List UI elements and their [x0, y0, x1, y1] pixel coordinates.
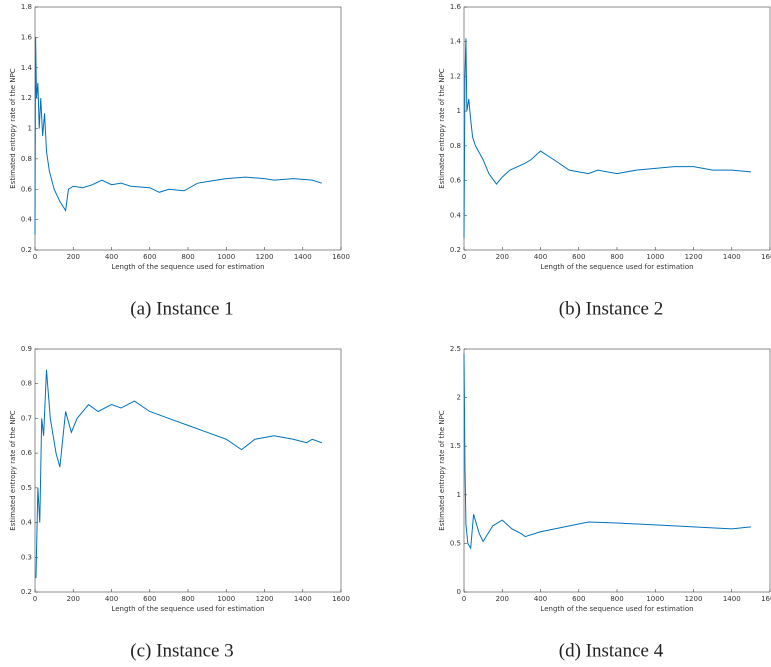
x-tick-label: 600: [572, 253, 585, 261]
x-tick-label: 1600: [761, 595, 771, 603]
x-tick-label: 400: [105, 253, 118, 261]
x-tick-label: 800: [610, 595, 623, 603]
x-tick-label: 0: [462, 595, 466, 603]
x-tick-label: 1200: [256, 253, 274, 261]
data-line: [35, 369, 323, 579]
y-tick-label: 1.4: [21, 64, 33, 72]
axes-box: [463, 348, 771, 593]
x-tick-label: 0: [462, 253, 466, 261]
y-tick-label: 1.5: [450, 442, 461, 450]
y-tick-label: 1.2: [21, 94, 32, 102]
caption: (d) Instance 4: [559, 640, 664, 661]
y-tick-label: 0.8: [450, 142, 461, 150]
y-axis-label: Estimated entropy rate of the NPC: [9, 68, 17, 188]
x-axis-label: Length of the sequence used for estimati…: [540, 263, 693, 271]
x-tick-label: 1600: [332, 253, 350, 261]
x-tick-label: 1000: [646, 595, 664, 603]
y-tick-label: 0.8: [21, 380, 32, 388]
x-tick-label: 200: [496, 253, 509, 261]
y-tick-label: 2.5: [450, 345, 461, 353]
x-tick-label: 400: [534, 595, 547, 603]
x-tick-label: 600: [143, 253, 156, 261]
x-tick-label: 600: [572, 595, 585, 603]
y-tick-label: 1.6: [21, 33, 33, 41]
x-tick-label: 1400: [294, 595, 312, 603]
y-tick-label: 0.7: [21, 414, 32, 422]
data-line: [463, 353, 751, 550]
y-tick-label: 0.4: [21, 216, 33, 224]
y-tick-label: 0.5: [21, 484, 32, 492]
x-tick-label: 200: [67, 595, 80, 603]
y-tick-label: 1: [457, 107, 461, 115]
y-tick-label: 1.2: [450, 72, 461, 80]
x-tick-label: 1600: [332, 595, 350, 603]
x-tick-label: 600: [143, 595, 156, 603]
axes-box: [34, 6, 342, 251]
axes-box: [34, 348, 342, 593]
x-tick-label: 1200: [685, 253, 703, 261]
y-tick-label: 0.3: [21, 553, 32, 561]
y-tick-label: 0.2: [21, 588, 32, 596]
x-tick-label: 1400: [723, 253, 741, 261]
x-tick-label: 400: [105, 595, 118, 603]
x-tick-label: 0: [33, 253, 37, 261]
y-tick-label: 0.4: [21, 519, 33, 527]
x-tick-label: 800: [181, 253, 194, 261]
y-tick-label: 0.2: [21, 246, 32, 254]
x-tick-label: 1000: [646, 253, 664, 261]
x-axis-label: Length of the sequence used for estimati…: [540, 605, 693, 613]
x-tick-label: 200: [67, 253, 80, 261]
y-tick-label: 0.6: [21, 185, 33, 193]
y-axis-label: Estimated entropy rate of the NPC: [438, 68, 446, 188]
y-tick-label: 0.6: [450, 177, 462, 185]
x-tick-label: 1000: [217, 253, 235, 261]
y-tick-label: 1: [457, 491, 461, 499]
data-line: [463, 38, 751, 238]
caption: (a) Instance 1: [130, 298, 233, 319]
x-tick-label: 1600: [761, 253, 771, 261]
x-tick-label: 400: [534, 253, 547, 261]
y-tick-label: 1.6: [450, 3, 462, 11]
y-tick-label: 1.4: [450, 38, 462, 46]
y-tick-label: 0.8: [21, 155, 32, 163]
x-tick-label: 1400: [723, 595, 741, 603]
x-tick-label: 1400: [294, 253, 312, 261]
x-tick-label: 0: [33, 595, 37, 603]
x-tick-label: 1200: [256, 595, 274, 603]
y-tick-label: 0.6: [21, 449, 33, 457]
y-axis-label: Estimated entropy rate of the NPC: [9, 410, 17, 530]
y-tick-label: 0.5: [450, 539, 461, 547]
caption: (c) Instance 3: [130, 640, 233, 661]
y-tick-label: 1: [28, 125, 32, 133]
x-tick-label: 200: [496, 595, 509, 603]
x-tick-label: 800: [181, 595, 194, 603]
caption: (b) Instance 2: [559, 298, 663, 319]
x-axis-label: Length of the sequence used for estimati…: [111, 263, 264, 271]
x-tick-label: 1000: [217, 595, 235, 603]
x-tick-label: 1200: [685, 595, 703, 603]
y-tick-label: 0: [457, 588, 461, 596]
x-axis-label: Length of the sequence used for estimati…: [111, 605, 264, 613]
axes-box: [463, 6, 771, 251]
y-tick-label: 0.9: [21, 345, 32, 353]
x-tick-label: 800: [610, 253, 623, 261]
data-line: [34, 37, 323, 235]
y-tick-label: 0.2: [450, 246, 461, 254]
y-tick-label: 1.8: [21, 3, 32, 11]
y-axis-label: Estimated entropy rate of the NPC: [438, 410, 446, 530]
y-tick-label: 2: [457, 394, 461, 402]
y-tick-label: 0.4: [450, 211, 462, 219]
